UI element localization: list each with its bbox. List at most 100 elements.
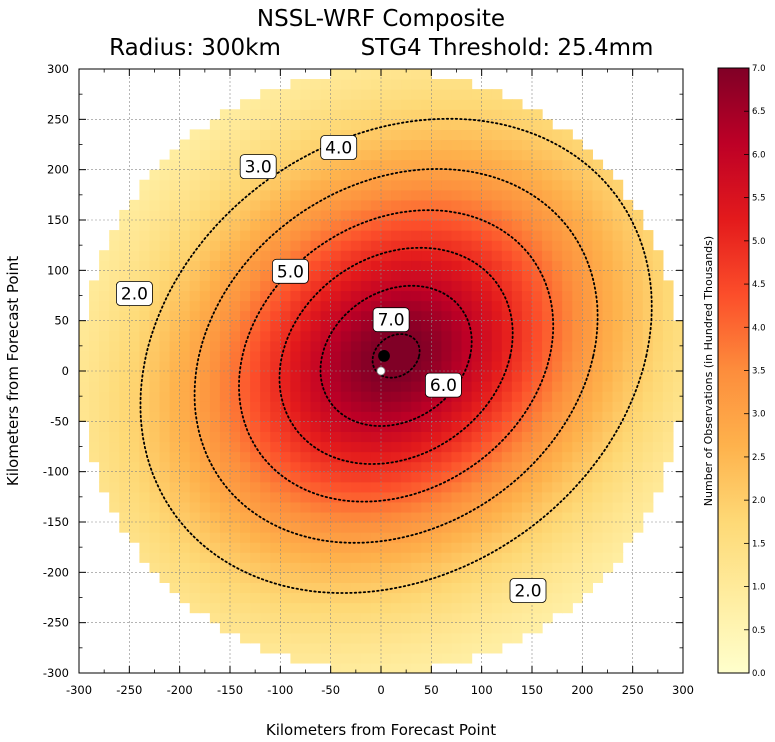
- heatmap-cell: [219, 350, 231, 362]
- heatmap-cell: [421, 511, 432, 523]
- heatmap-cell: [391, 240, 402, 251]
- heatmap-cell: [421, 199, 432, 211]
- heatmap-cell: [250, 99, 261, 110]
- heatmap-cell: [219, 300, 231, 312]
- heatmap-cell: [652, 371, 664, 382]
- heatmap-cell: [511, 310, 523, 322]
- heatmap-cell: [421, 461, 432, 473]
- heatmap-cell: [280, 562, 291, 573]
- heatmap-cell: [290, 119, 302, 130]
- heatmap-cell: [139, 240, 151, 251]
- heatmap-cell: [461, 240, 473, 251]
- heatmap-cell: [179, 350, 191, 362]
- heatmap-cell: [662, 381, 674, 392]
- heatmap-cell: [471, 350, 483, 362]
- heatmap-cell: [230, 371, 241, 382]
- heatmap-cell: [491, 491, 503, 503]
- heatmap-cell: [592, 230, 604, 241]
- heatmap-cell: [219, 431, 231, 443]
- heatmap-cell: [340, 652, 352, 664]
- heatmap-cell: [451, 401, 463, 412]
- heatmap-cell: [511, 602, 523, 614]
- heatmap-cell: [441, 189, 453, 201]
- heatmap-cell: [250, 179, 261, 191]
- heatmap-cell: [209, 451, 221, 463]
- heatmap-cell: [290, 592, 302, 604]
- heatmap-cell: [552, 511, 563, 523]
- heatmap-cell: [662, 350, 674, 362]
- heatmap-cell: [572, 139, 583, 151]
- heatmap-cell: [320, 360, 332, 372]
- heatmap-cell: [219, 622, 231, 634]
- heatmap-cell: [471, 320, 483, 332]
- heatmap-cell: [622, 511, 634, 523]
- heatmap-cell: [421, 340, 432, 352]
- heatmap-cell: [169, 209, 181, 221]
- heatmap-cell: [602, 451, 614, 463]
- heatmap-cell: [330, 169, 342, 181]
- heatmap-cell: [451, 592, 463, 604]
- heatmap-cell: [521, 340, 533, 352]
- heatmap-cell: [401, 270, 412, 281]
- heatmap-cell: [240, 179, 251, 191]
- heatmap-cell: [240, 532, 251, 543]
- heatmap-cell: [431, 431, 442, 443]
- heatmap-cell: [391, 612, 402, 624]
- heatmap-cell: [230, 119, 241, 130]
- heatmap-cell: [662, 421, 674, 432]
- heatmap-cell: [280, 522, 291, 533]
- heatmap-cell: [350, 592, 362, 604]
- heatmap-cell: [511, 371, 523, 382]
- x-tick-label: -50: [321, 683, 340, 697]
- heatmap-cell: [411, 350, 422, 362]
- heatmap-cell: [300, 169, 312, 181]
- heatmap-cell: [542, 129, 553, 141]
- heatmap-cell: [290, 421, 302, 432]
- heatmap-cell: [411, 632, 422, 644]
- heatmap-cell: [622, 330, 634, 342]
- heatmap-cell: [290, 230, 302, 241]
- heatmap-cell: [360, 501, 372, 513]
- heatmap-cell: [330, 99, 342, 110]
- heatmap-cell: [501, 270, 513, 281]
- heatmap-cell: [250, 461, 261, 473]
- heatmap-cell: [612, 220, 624, 231]
- heatmap-cell: [491, 592, 503, 604]
- heatmap-cell: [481, 441, 493, 453]
- heatmap-cell: [360, 652, 372, 664]
- heatmap-cell: [370, 89, 382, 100]
- heatmap-cell: [330, 179, 342, 191]
- heatmap-cell: [582, 542, 593, 553]
- heatmap-cell: [350, 340, 362, 352]
- heatmap-cell: [280, 159, 291, 171]
- heatmap-cell: [481, 250, 493, 261]
- heatmap-cell: [370, 189, 382, 201]
- heatmap-cell: [109, 300, 120, 312]
- heatmap-cell: [612, 461, 624, 473]
- heatmap-cell: [391, 330, 402, 342]
- colorbar-tick-label: 2.5: [752, 453, 766, 463]
- heatmap-cell: [652, 391, 664, 402]
- heatmap-cell: [300, 360, 312, 372]
- heatmap-cell: [240, 582, 251, 594]
- heatmap-cell: [370, 220, 382, 231]
- heatmap-cell: [562, 270, 573, 281]
- heatmap-cell: [652, 260, 664, 271]
- heatmap-cell: [209, 582, 221, 594]
- heatmap-cell: [350, 79, 362, 90]
- heatmap-cell: [340, 642, 352, 654]
- heatmap-cell: [350, 350, 362, 362]
- heatmap-cell: [260, 119, 271, 130]
- heatmap-cell: [219, 371, 231, 382]
- heatmap-cell: [240, 199, 251, 211]
- heatmap-cell: [280, 582, 291, 594]
- heatmap-cell: [219, 532, 231, 543]
- heatmap-cell: [310, 592, 322, 604]
- heatmap-cell: [270, 582, 281, 594]
- heatmap-cell: [250, 431, 261, 443]
- heatmap-cell: [471, 602, 483, 614]
- heatmap-cell: [431, 421, 442, 432]
- heatmap-cell: [360, 522, 372, 533]
- heatmap-cell: [652, 340, 664, 352]
- heatmap-cell: [320, 461, 332, 473]
